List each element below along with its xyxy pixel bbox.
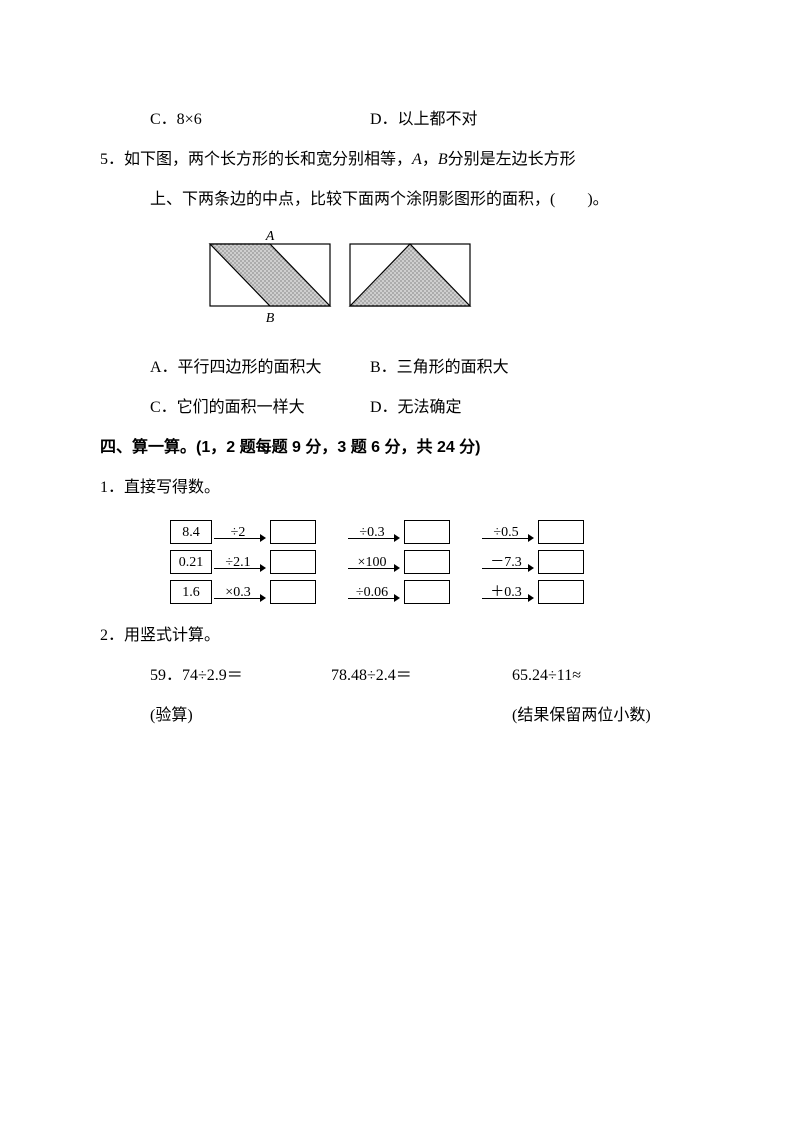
chain-arrow-1-1: ×100: [348, 551, 402, 573]
q4-option-d: D．以上都不对: [370, 100, 590, 140]
chain-row-1: 0.21÷2.1 ×100 －7.3: [170, 550, 693, 574]
q5-var-b: B: [438, 140, 448, 180]
q4-option-c: C．8×6: [150, 100, 370, 140]
chain-arrow-1-2: －7.3: [482, 551, 536, 573]
q5-option-d: D．无法确定: [370, 388, 590, 428]
q5-option-c: C．它们的面积一样大: [150, 388, 370, 428]
s4q2-note-mid: [331, 696, 512, 736]
q5-number: 5．: [100, 140, 124, 180]
s4q2-line: 2． 用竖式计算。: [100, 616, 693, 656]
q5-label-a: A: [265, 229, 275, 244]
q5-stem-1a: 如下图，两个长方形的长和宽分别相等，: [124, 140, 412, 180]
q5-left-rect: A B: [210, 229, 330, 324]
chain-op-2-1: ÷0.06: [348, 575, 396, 610]
s4q2-number: 2．: [100, 616, 124, 656]
section4-title: 四、算一算。(1，2 题每题 9 分，3 题 6 分，共 24 分): [100, 428, 693, 468]
s4q2-note-left: (验算): [150, 696, 331, 736]
q5-option-b: B．三角形的面积大: [370, 348, 590, 388]
chain-arrow-0-1: ÷0.3: [348, 521, 402, 543]
chain-arrow-2-0: ×0.3: [214, 581, 268, 603]
chain-box-0-2: [538, 520, 584, 544]
q5-stem-line1: 5． 如下图，两个长方形的长和宽分别相等， A ， B 分别是左边长方形: [100, 140, 693, 180]
chain-row-0: 8.4÷2 ÷0.3 ÷0.5: [170, 520, 693, 544]
s4q2-expr-3: 65.24÷11≈: [512, 656, 693, 696]
chain-box-0-1: [404, 520, 450, 544]
chain-row-2: 1.6×0.3 ÷0.06 ＋0.3: [170, 580, 693, 604]
q5-option-row-ab: A．平行四边形的面积大 B．三角形的面积大: [100, 348, 693, 388]
s4q2-note-row: (验算) (结果保留两位小数): [100, 696, 693, 736]
q5-var-a: A: [412, 140, 422, 180]
chain-box-2-1: [404, 580, 450, 604]
s4q2-note-right: (结果保留两位小数): [512, 696, 693, 736]
s4q1-number: 1．: [100, 468, 124, 508]
q5-right-rect: [350, 244, 470, 306]
chain-op-2-0: ×0.3: [214, 575, 262, 610]
chain-arrow-2-2: ＋0.3: [482, 581, 536, 603]
q5-label-b: B: [266, 311, 275, 324]
s4q2-title: 用竖式计算。: [124, 616, 220, 656]
q5-comma: ，: [422, 140, 438, 180]
chain-box-1-0: [270, 550, 316, 574]
s4q1-chains: 8.4÷2 ÷0.3 ÷0.5 0.21÷2.1 ×100 －7.3 1.6×0.3 ÷0.0…: [100, 508, 693, 616]
q5-option-a: A．平行四边形的面积大: [150, 348, 370, 388]
chain-op-2-2: ＋0.3: [482, 575, 530, 610]
chain-start-1: 0.21: [170, 550, 212, 574]
q5-figure: A B: [100, 220, 693, 348]
chain-arrow-0-0: ÷2: [214, 521, 268, 543]
chain-box-1-2: [538, 550, 584, 574]
chain-arrow-2-1: ÷0.06: [348, 581, 402, 603]
q5-stem-line2: 上、下两条边的中点，比较下面两个涂阴影图形的面积，( )。: [100, 180, 693, 220]
q5-stem-1b: 分别是左边长方形: [448, 140, 576, 180]
chain-box-2-2: [538, 580, 584, 604]
chain-start-0: 8.4: [170, 520, 212, 544]
q4-option-row-cd: C．8×6 D．以上都不对: [100, 100, 693, 140]
chain-arrow-0-2: ÷0.5: [482, 521, 536, 543]
q5-option-row-cd: C．它们的面积一样大 D．无法确定: [100, 388, 693, 428]
s4q2-expr-2: 78.48÷2.4＝: [331, 656, 512, 696]
chain-arrow-1-0: ÷2.1: [214, 551, 268, 573]
chain-start-2: 1.6: [170, 580, 212, 604]
s4q1-line: 1． 直接写得数。: [100, 468, 693, 508]
s4q2-expr-row: 59．74÷2.9＝ 78.48÷2.4＝ 65.24÷11≈: [100, 656, 693, 696]
chain-box-0-0: [270, 520, 316, 544]
chain-box-1-1: [404, 550, 450, 574]
s4q1-title: 直接写得数。: [124, 468, 220, 508]
s4q2-expr-1: 59．74÷2.9＝: [150, 656, 331, 696]
chain-box-2-0: [270, 580, 316, 604]
